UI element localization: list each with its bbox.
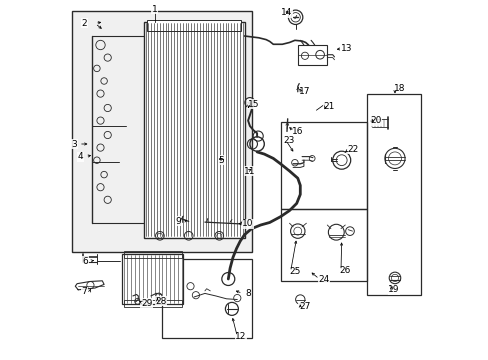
Bar [123,251,181,258]
Text: 4: 4 [78,152,83,161]
Bar [122,254,183,304]
Text: 2: 2 [81,19,87,28]
Text: 16: 16 [291,127,303,136]
Text: 11: 11 [244,166,255,176]
Text: 29: 29 [141,299,152,307]
Text: 21: 21 [323,102,334,111]
Text: 3: 3 [72,140,77,149]
Bar [147,20,241,31]
Text: 6: 6 [82,256,88,266]
Text: 26: 26 [338,266,349,275]
Bar [280,122,366,209]
Text: 5: 5 [218,156,224,165]
Text: 7: 7 [81,287,87,296]
Text: 9: 9 [175,217,181,226]
Text: 18: 18 [393,84,404,93]
Text: 12: 12 [235,332,246,341]
Bar [143,22,244,238]
Text: 14: 14 [281,8,292,17]
Text: 24: 24 [317,275,328,284]
Text: 13: 13 [341,44,352,53]
Text: 27: 27 [298,302,310,311]
Text: 20: 20 [369,116,381,125]
Bar [162,259,251,338]
Text: 17: 17 [299,87,310,96]
Bar [297,45,326,65]
Text: 22: 22 [346,145,357,154]
Bar [123,300,181,307]
Text: 19: 19 [387,285,399,294]
Bar [280,209,366,281]
Bar [366,94,420,295]
Text: 23: 23 [283,136,295,145]
Bar [72,11,251,252]
Text: 10: 10 [242,220,253,229]
Text: 28: 28 [155,297,166,306]
Text: 1: 1 [151,5,157,14]
Text: 15: 15 [247,100,259,109]
Text: 25: 25 [288,267,300,276]
Text: 8: 8 [244,289,250,298]
